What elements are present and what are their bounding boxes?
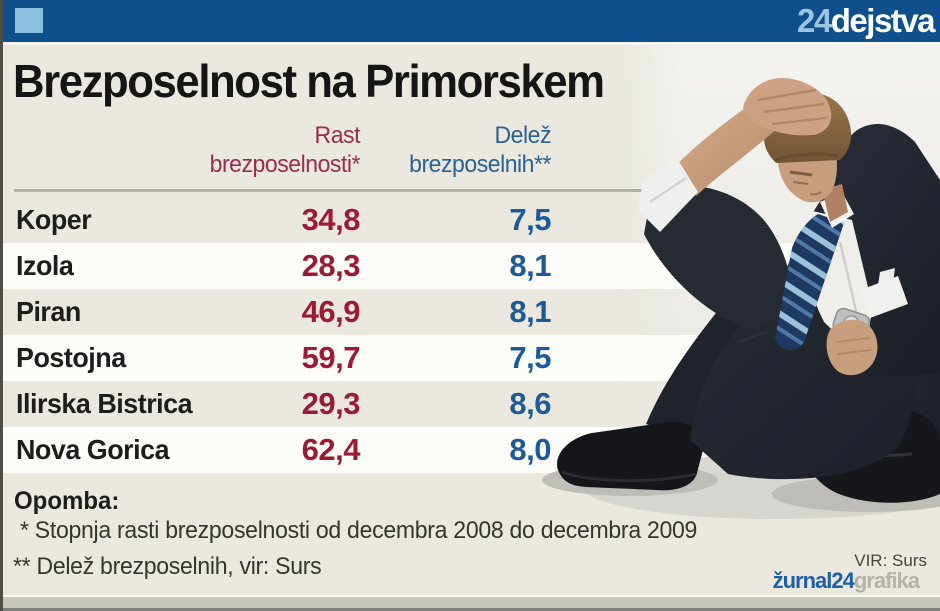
masthead-logo-number: 24 — [797, 2, 832, 39]
table-row: Ilirska Bistrica 29,3 8,6 — [0, 381, 940, 427]
bottom-band-dark — [0, 608, 940, 611]
table-rows: Koper 34,8 7,5 Izola 28,3 8,1 Piran 46,9 8,1 Post… — [0, 197, 940, 473]
table-row: Piran 46,9 8,1 — [0, 289, 940, 335]
left-edge-strip — [0, 0, 3, 611]
page-title: Brezposelnost na Primorskem — [13, 55, 605, 107]
row-delez-value: 7,5 — [509, 202, 551, 237]
footer-brand-blue: žurnal24 — [772, 568, 855, 593]
masthead-logo: 24dejstva — [797, 1, 936, 41]
source-credit: VIR: Surs — [854, 551, 927, 570]
row-rast-value: 59,7 — [301, 340, 361, 375]
row-municipality-label: Piran — [16, 296, 81, 327]
row-delez-value: 8,6 — [509, 386, 551, 421]
row-municipality-label: Izola — [16, 250, 74, 281]
brand-square-icon — [15, 8, 43, 33]
row-municipality-label: Koper — [16, 204, 92, 235]
column-header-delez-line2: brezposelnih** — [409, 151, 551, 178]
row-municipality-label: Nova Gorica — [16, 434, 170, 465]
notes-heading: Opomba: — [14, 487, 120, 515]
row-delez-value: 8,1 — [509, 294, 551, 329]
row-rast-value: 34,8 — [301, 202, 361, 237]
column-header-rast-line1: Rast — [314, 122, 361, 149]
bottom-band-light — [0, 595, 940, 597]
businessman-photo — [542, 78, 940, 519]
top-bar: 24dejstva — [0, 0, 940, 42]
column-header-rast-line2: brezposelnosti* — [209, 151, 361, 178]
row-delez-value: 8,0 — [509, 432, 551, 467]
row-municipality-label: Postojna — [16, 342, 126, 373]
masthead-logo-word: dejstva — [830, 2, 936, 39]
bottom-band-gray — [0, 597, 940, 608]
column-header-delez: Delež brezposelnih** — [347, 121, 551, 179]
row-delez-value: 7,5 — [509, 340, 551, 375]
note-line-2: ** Delež brezposelnih, vir: Surs — [13, 553, 322, 580]
footer-brand-gray: grafika — [853, 568, 920, 593]
row-rast-value: 29,3 — [301, 386, 361, 421]
row-rast-value: 62,4 — [301, 432, 361, 467]
row-rast-value: 28,3 — [301, 248, 361, 283]
column-header-rast: Rast brezposelnosti* — [156, 121, 361, 179]
top-bar-underline — [0, 42, 940, 45]
column-header-delez-line1: Delež — [494, 122, 551, 149]
row-rast-value: 46,9 — [301, 294, 361, 329]
footer-brand-logo: žurnal24grafika — [772, 568, 920, 594]
row-municipality-label: Ilirska Bistrica — [16, 388, 193, 419]
row-delez-value: 8,1 — [509, 248, 551, 283]
header-divider-rule — [14, 189, 676, 192]
note-line-1: * Stopnja rasti brezposelnosti od decemb… — [20, 517, 698, 544]
table-row: Koper 34,8 7,5 — [0, 197, 940, 243]
